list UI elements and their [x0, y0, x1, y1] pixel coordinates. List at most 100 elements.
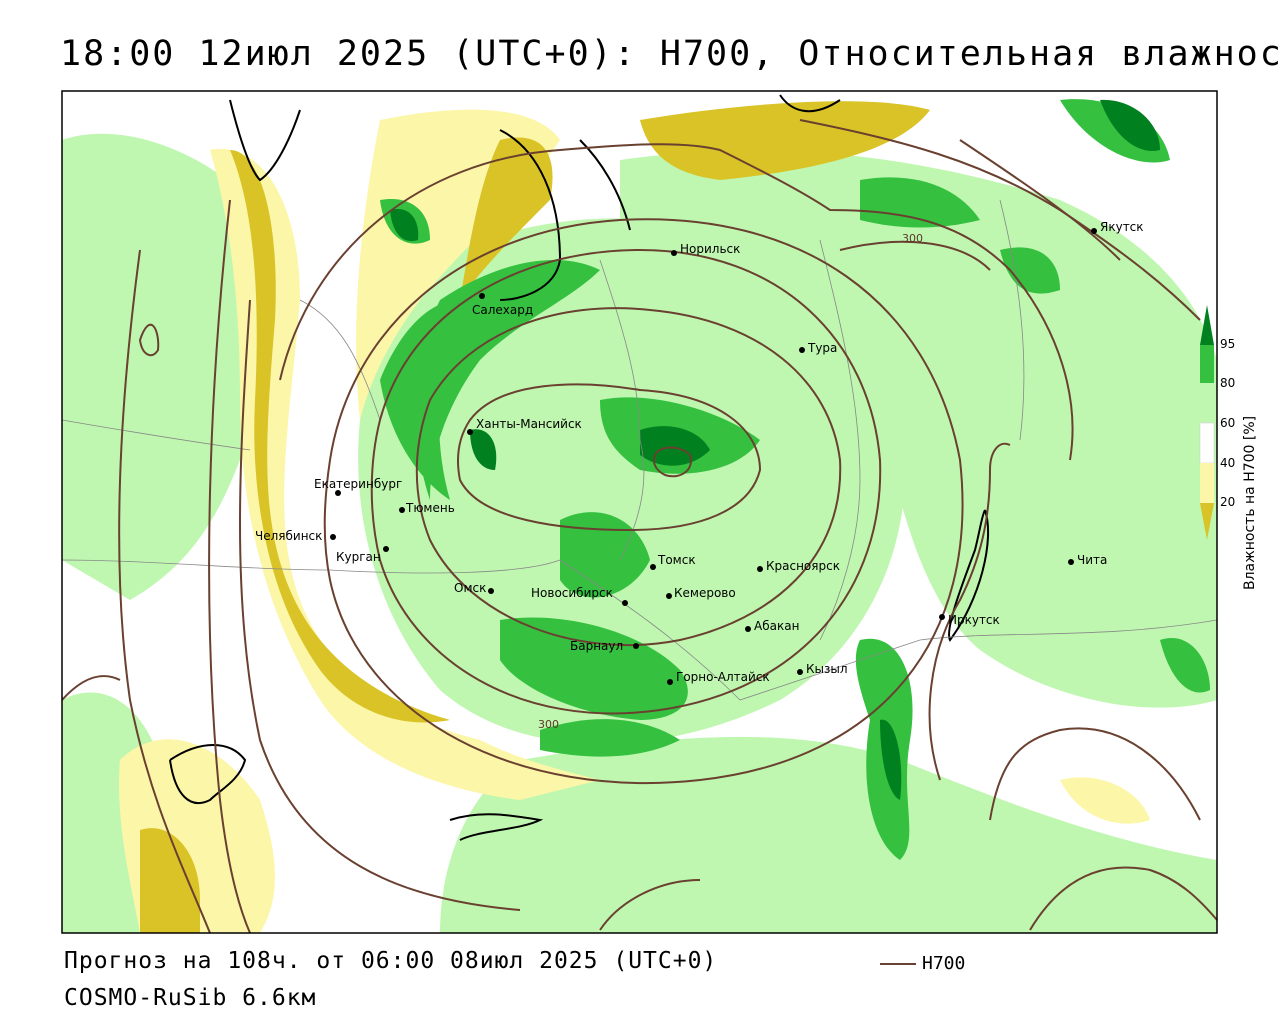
h700-contour — [599, 879, 701, 931]
city-label: Горно-Алтайск — [676, 670, 770, 684]
humidity-area-80 — [860, 177, 980, 228]
colorbar-tick: 95 — [1220, 337, 1236, 351]
city-dot — [799, 347, 805, 353]
h700-contour — [959, 139, 1121, 261]
humidity-area-80 — [416, 260, 600, 500]
city-dot — [1068, 559, 1074, 565]
colorbar-tick: 40 — [1220, 456, 1236, 470]
contour-label: 300 — [902, 232, 923, 245]
h700-contour — [928, 442, 1011, 781]
coastlines — [169, 94, 989, 841]
city-dot — [745, 626, 751, 632]
colorbar-segment-40 — [1199, 422, 1215, 464]
colorbar-tick: 20 — [1220, 495, 1236, 509]
h700-contour — [457, 383, 762, 532]
h700-contour — [989, 727, 1201, 821]
h700-contour — [559, 143, 1074, 461]
forecast-info: Прогноз на 108ч. от 06:00 08июл 2025 (UT… — [64, 948, 718, 974]
model-name: COSMO-RuSib 6.6км — [64, 985, 317, 1011]
city-dot — [671, 250, 677, 256]
city-label: Томск — [657, 553, 696, 567]
h700-contour — [279, 149, 561, 381]
colorbar-segment-60 — [1200, 383, 1214, 423]
humidity-area-20 — [1060, 777, 1150, 824]
city-label: Омск — [454, 581, 486, 595]
contour-label: 300 — [538, 718, 559, 731]
humidity-area-0 — [460, 137, 553, 300]
city-dot — [399, 507, 405, 513]
humidity-area-95 — [1100, 99, 1160, 151]
city-label: Тюмень — [405, 501, 455, 515]
city-label: Новосибирск — [531, 586, 613, 600]
humidity-area-80 — [500, 617, 688, 720]
city-label: Чита — [1077, 553, 1107, 567]
humidity-area-80 — [560, 512, 650, 598]
map-title: 18:00 12июл 2025 (UTC+0): H700, Относите… — [60, 34, 1280, 74]
city-dot — [666, 593, 672, 599]
h700-legend-label: H700 — [922, 953, 966, 974]
humidity-area-60 — [440, 736, 1217, 933]
coastline-caspian — [169, 744, 247, 805]
h700-contour — [208, 199, 251, 934]
humidity-fields — [62, 99, 1217, 933]
humidity-area-95 — [470, 429, 497, 470]
h700-contour — [138, 323, 160, 357]
humidity-area-0 — [640, 101, 930, 180]
colorbar-cap-top — [1200, 305, 1214, 345]
city-label: Кемерово — [674, 586, 736, 600]
humidity-area-0 — [140, 828, 200, 933]
city-label: Якутск — [1100, 220, 1144, 234]
city-dot — [479, 293, 485, 299]
coastline-yamal — [499, 129, 562, 301]
colorbar-cap-bottom — [1200, 503, 1214, 540]
h700-contour — [415, 307, 842, 647]
city-dot — [633, 643, 639, 649]
city-label: Абакан — [754, 619, 799, 633]
colorbar-segment-80 — [1200, 345, 1214, 383]
city-dot — [1091, 228, 1097, 234]
colorbar-tick: 80 — [1220, 376, 1236, 390]
humidity-area-80 — [380, 300, 460, 500]
city-label: Челябинск — [255, 529, 322, 543]
city-dot — [467, 429, 473, 435]
h700-contours — [61, 119, 1218, 934]
humidity-area-60 — [358, 218, 905, 744]
h700-contour — [239, 299, 521, 911]
colorbar-segment-20 — [1200, 463, 1214, 503]
city-dot — [650, 564, 656, 570]
city-label: Барнаул — [570, 639, 623, 653]
city-dot — [939, 614, 945, 620]
h700-contour — [652, 446, 692, 478]
coastline-north — [229, 99, 301, 182]
city-dot — [383, 546, 389, 552]
city-label: Тура — [807, 341, 837, 355]
city-dot — [330, 534, 336, 540]
city-dot — [757, 566, 763, 572]
city-dot — [622, 600, 628, 606]
city-label: Красноярск — [766, 559, 840, 573]
h700-contour — [323, 218, 964, 784]
h700-contour — [370, 248, 882, 715]
city-dot — [335, 490, 341, 496]
map-frame — [61, 90, 1218, 934]
humidity-area-80 — [1160, 638, 1210, 693]
humidity-area-80 — [540, 719, 680, 757]
h700-contour — [1029, 866, 1218, 931]
city-markers: Норильск Якутск Салехард Тура Ханты-Манс… — [255, 220, 1144, 685]
lake-baikal — [948, 509, 989, 642]
city-label: Екатеринбург — [314, 477, 402, 491]
h700-contour — [839, 240, 991, 271]
h700-contour — [118, 249, 211, 934]
city-dot — [797, 669, 803, 675]
city-dot — [488, 588, 494, 594]
colorbar-title: Влажность на H700 [%] — [1242, 415, 1258, 590]
coastline-taimyr — [779, 94, 841, 113]
lake-balkhash — [449, 813, 544, 841]
city-label: Курган — [336, 550, 381, 564]
colorbar — [1199, 305, 1215, 540]
humidity-area-80 — [1000, 247, 1060, 294]
humidity-area-60 — [620, 150, 1217, 708]
humidity-area-95 — [640, 426, 710, 466]
h700-contour — [61, 675, 121, 701]
region-borders — [61, 199, 1218, 701]
